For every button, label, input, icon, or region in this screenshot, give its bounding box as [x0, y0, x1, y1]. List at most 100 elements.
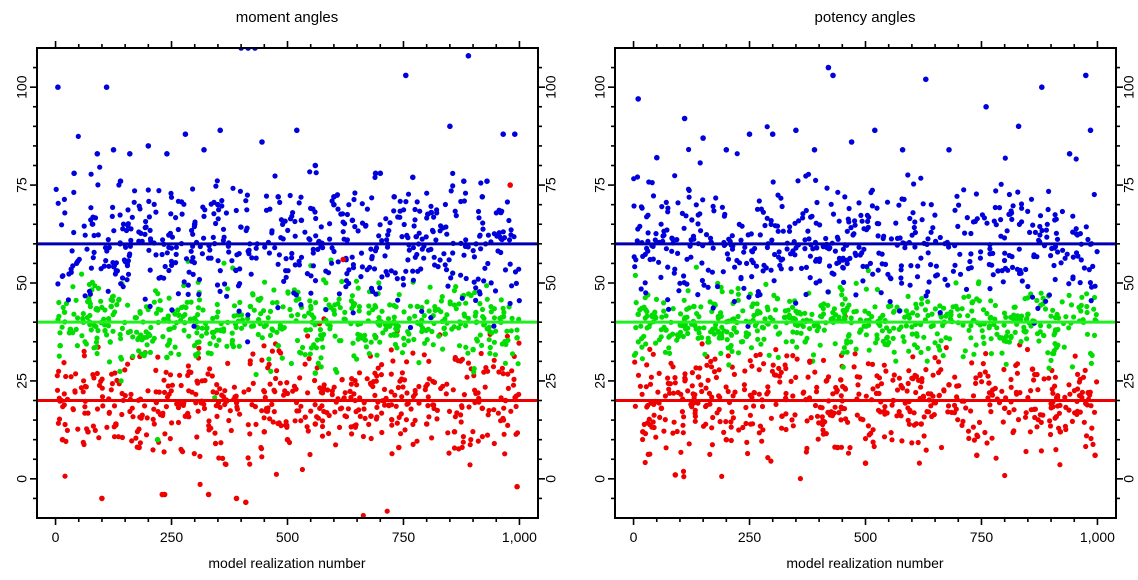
green-point — [1025, 311, 1031, 318]
red-point — [672, 472, 679, 478]
blue-point — [310, 250, 316, 256]
red-point — [379, 429, 385, 436]
blue-point — [677, 280, 683, 286]
red-point — [814, 413, 821, 419]
blue-point — [686, 187, 692, 193]
green-point — [837, 284, 843, 290]
blue-point — [698, 228, 704, 234]
red-point — [1006, 409, 1012, 416]
x-tick-label: 250 — [160, 529, 184, 545]
green-point — [863, 332, 870, 338]
blue-point — [395, 297, 401, 303]
blue-point — [391, 194, 398, 200]
red-point — [130, 414, 136, 420]
red-point — [894, 413, 900, 419]
blue-point — [379, 274, 385, 280]
green-point — [117, 331, 123, 338]
green-point — [1093, 312, 1099, 318]
green-point — [879, 328, 886, 334]
red-point — [765, 455, 771, 461]
red-point — [234, 404, 240, 410]
blue-point — [401, 221, 407, 228]
x-tick-label: 1,000 — [1080, 529, 1115, 545]
red-point — [495, 410, 501, 416]
red-point — [195, 408, 201, 414]
green-point — [853, 280, 859, 286]
blue-point — [711, 208, 717, 214]
blue-point — [173, 251, 179, 257]
green-point — [898, 324, 904, 330]
blue-point — [243, 198, 249, 204]
green-point — [698, 304, 704, 310]
red-point — [637, 383, 644, 389]
red-point — [339, 376, 345, 383]
green-point — [179, 304, 185, 311]
red-point — [851, 364, 857, 370]
blue-point — [376, 233, 382, 239]
green-point — [680, 333, 686, 340]
green-point — [840, 307, 846, 314]
blue-point — [452, 208, 458, 214]
blue-point — [173, 260, 179, 266]
red-point — [862, 436, 869, 442]
green-point — [370, 307, 376, 313]
blue-point — [634, 174, 641, 180]
green-point — [335, 301, 341, 307]
green-point — [376, 280, 382, 286]
red-point — [1094, 379, 1100, 385]
red-point — [881, 362, 887, 368]
blue-point — [248, 271, 254, 277]
blue-point — [364, 206, 370, 212]
green-point — [919, 296, 925, 302]
green-point — [678, 311, 684, 317]
red-point — [820, 418, 826, 424]
blue-point — [226, 249, 232, 255]
blue-point — [957, 271, 964, 277]
blue-point — [744, 260, 750, 266]
green-point — [802, 310, 808, 316]
green-point — [1084, 309, 1090, 316]
green-point — [502, 360, 508, 366]
red-point — [155, 354, 161, 360]
green-point — [858, 327, 864, 333]
blue-point — [707, 235, 714, 241]
red-point — [410, 350, 416, 356]
green-point — [662, 349, 669, 355]
blue-point — [222, 281, 228, 287]
red-point — [843, 416, 849, 422]
red-point — [820, 427, 826, 433]
blue-point — [168, 190, 174, 196]
red-point — [452, 414, 458, 420]
blue-point — [414, 251, 420, 258]
green-point — [1061, 344, 1067, 350]
green-point — [789, 338, 796, 344]
red-point — [778, 369, 784, 375]
red-point — [399, 394, 405, 400]
green-point — [294, 337, 301, 344]
green-point — [267, 308, 274, 314]
red-point — [431, 379, 438, 385]
blue-point — [395, 214, 401, 220]
blue-point — [961, 187, 967, 193]
red-point — [81, 378, 87, 384]
red-point — [768, 415, 775, 421]
green-point — [385, 316, 392, 322]
blue-point — [214, 178, 220, 184]
red-point — [808, 415, 814, 421]
red-point — [507, 182, 513, 188]
blue-point — [463, 275, 469, 282]
green-point — [86, 298, 92, 304]
red-point — [671, 390, 677, 396]
green-point — [754, 328, 761, 334]
green-point — [925, 345, 931, 352]
blue-point — [113, 260, 119, 266]
red-point — [390, 358, 396, 364]
blue-point — [736, 260, 743, 266]
green-point — [880, 312, 886, 318]
blue-point — [61, 196, 67, 202]
green-point — [925, 312, 931, 319]
blue-point — [214, 282, 221, 288]
blue-point — [262, 244, 268, 250]
green-point — [307, 351, 313, 357]
green-point — [644, 309, 650, 315]
